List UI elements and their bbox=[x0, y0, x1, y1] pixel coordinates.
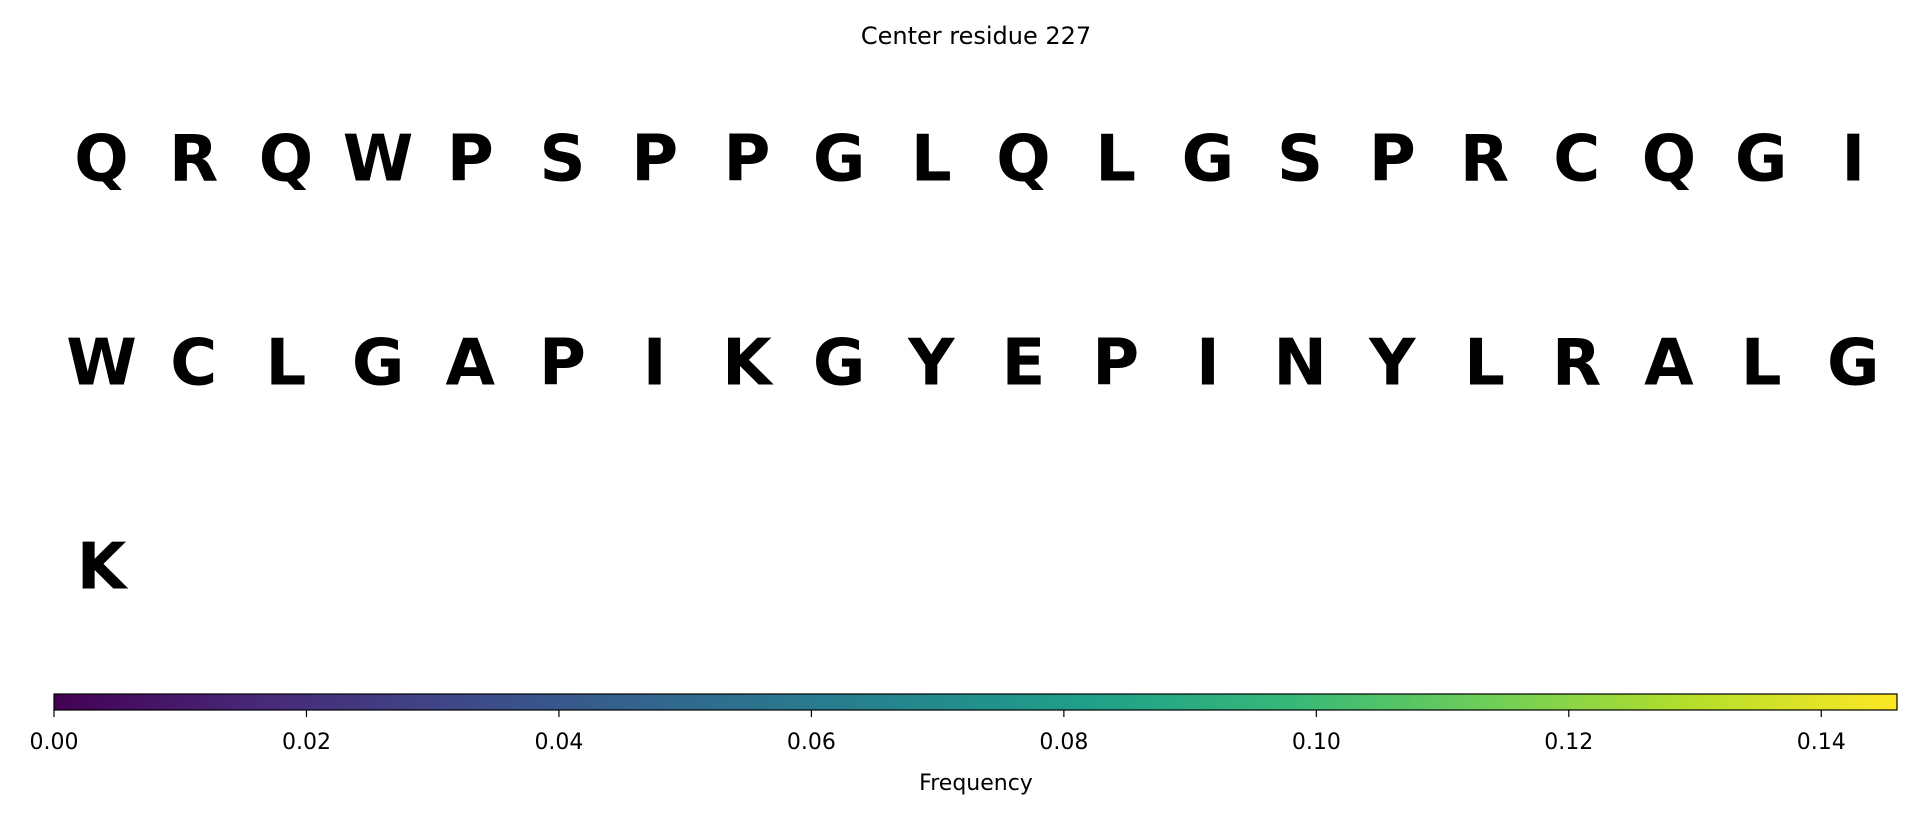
residue: Q bbox=[259, 123, 313, 197]
residue: K bbox=[722, 327, 774, 401]
residue: Q bbox=[74, 123, 128, 197]
residue: P bbox=[631, 123, 678, 197]
residue: N bbox=[1273, 327, 1327, 401]
residue: L bbox=[1095, 123, 1136, 197]
residue: P bbox=[447, 123, 494, 197]
residue: W bbox=[66, 327, 137, 401]
colorbar-tick-label: 0.10 bbox=[1292, 730, 1341, 755]
residue: Y bbox=[907, 327, 955, 401]
residue: P bbox=[539, 327, 586, 401]
residue: A bbox=[1644, 327, 1694, 401]
residue: C bbox=[1553, 123, 1600, 197]
residue: S bbox=[539, 123, 585, 197]
residue: G bbox=[1735, 123, 1788, 197]
residue: G bbox=[1182, 123, 1235, 197]
residue: A bbox=[446, 327, 496, 401]
colorbar-tick-label: 0.02 bbox=[282, 730, 331, 755]
residue: L bbox=[1741, 327, 1782, 401]
residue: G bbox=[1827, 327, 1880, 401]
residue: I bbox=[643, 327, 667, 401]
residue: G bbox=[813, 327, 866, 401]
residue: G bbox=[813, 123, 866, 197]
residue: G bbox=[352, 327, 405, 401]
residue: P bbox=[1369, 123, 1416, 197]
residue: Q bbox=[996, 123, 1050, 197]
residue: R bbox=[169, 123, 218, 197]
residue: L bbox=[266, 327, 307, 401]
colorbar-tick-label: 0.14 bbox=[1797, 730, 1846, 755]
residue: S bbox=[1277, 123, 1323, 197]
residue: Q bbox=[1642, 123, 1696, 197]
residue: L bbox=[1464, 327, 1505, 401]
colorbar-tick-label: 0.08 bbox=[1039, 730, 1088, 755]
residue: P bbox=[723, 123, 770, 197]
residue: W bbox=[343, 123, 414, 197]
colorbar bbox=[53, 693, 1898, 711]
residue: R bbox=[1460, 123, 1509, 197]
chart-title: Center residue 227 bbox=[861, 22, 1091, 50]
residue: I bbox=[1196, 327, 1220, 401]
colorbar-tick-label: 0.12 bbox=[1544, 730, 1593, 755]
residue: C bbox=[170, 327, 217, 401]
residue: R bbox=[1552, 327, 1601, 401]
residue: I bbox=[1841, 123, 1865, 197]
colorbar-tick-label: 0.00 bbox=[30, 730, 79, 755]
residue: K bbox=[77, 531, 129, 605]
colorbar-tick-label: 0.06 bbox=[787, 730, 836, 755]
residue: P bbox=[1092, 327, 1139, 401]
colorbar-tick-label: 0.04 bbox=[534, 730, 583, 755]
colorbar-label: Frequency bbox=[919, 771, 1033, 796]
residue: L bbox=[911, 123, 952, 197]
residue: E bbox=[1002, 327, 1046, 401]
residue: Y bbox=[1368, 327, 1416, 401]
